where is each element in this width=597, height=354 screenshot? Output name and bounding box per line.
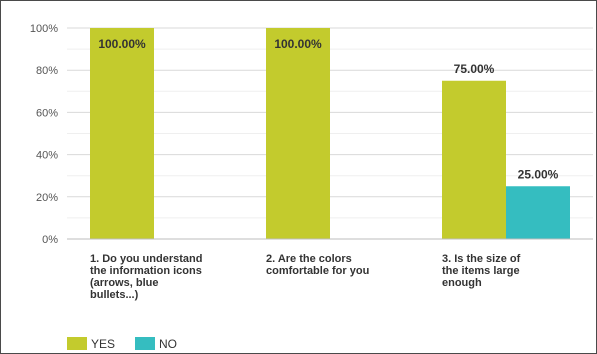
category-label-line: comfortable for you [266,265,369,277]
bar-yes-1 [90,28,154,239]
category-label: 3. Is the size of the items large enough [442,253,521,289]
bar-no-3 [506,186,570,239]
bar-yes-2 [266,28,330,239]
y-axis: 0% 20% 40% 60% 80% 100% [30,23,58,246]
bars: 100.00% 100.00% 75.00% 25.00% [90,28,570,239]
y-tick-label: 40% [36,150,58,162]
x-axis: 1. Do you understand the information icon… [67,238,593,301]
category-label-line: 1. Do you understand [90,253,202,265]
category-label-line: enough [442,277,482,289]
category-label: 2. Are the colors comfortable for you [266,253,369,277]
category-label-line: (arrows, blue [90,277,158,289]
y-tick-label: 0% [42,234,58,246]
legend-label-yes: YES [91,337,115,351]
bar-yes-3 [442,80,506,239]
legend-label-no: NO [159,337,177,351]
data-label: 25.00% [518,167,559,181]
category-label-line: the information icons [90,265,202,277]
category-label-line: 2. Are the colors [266,253,352,265]
legend-swatch-no [135,337,155,350]
category-label-line: the items large [442,265,520,277]
category-label-line: bullets...) [90,289,139,301]
y-tick-label: 100% [30,23,58,35]
category-label: 1. Do you understand the information icon… [90,253,202,301]
data-label: 75.00% [454,62,495,76]
y-tick-label: 20% [36,192,58,204]
legend: YES NO [67,337,177,351]
legend-swatch-yes [67,337,87,350]
y-tick-label: 60% [36,107,58,119]
data-label: 100.00% [98,37,146,51]
data-label: 100.00% [274,37,322,51]
y-tick-label: 80% [36,65,58,77]
category-label-line: 3. Is the size of [442,253,521,265]
